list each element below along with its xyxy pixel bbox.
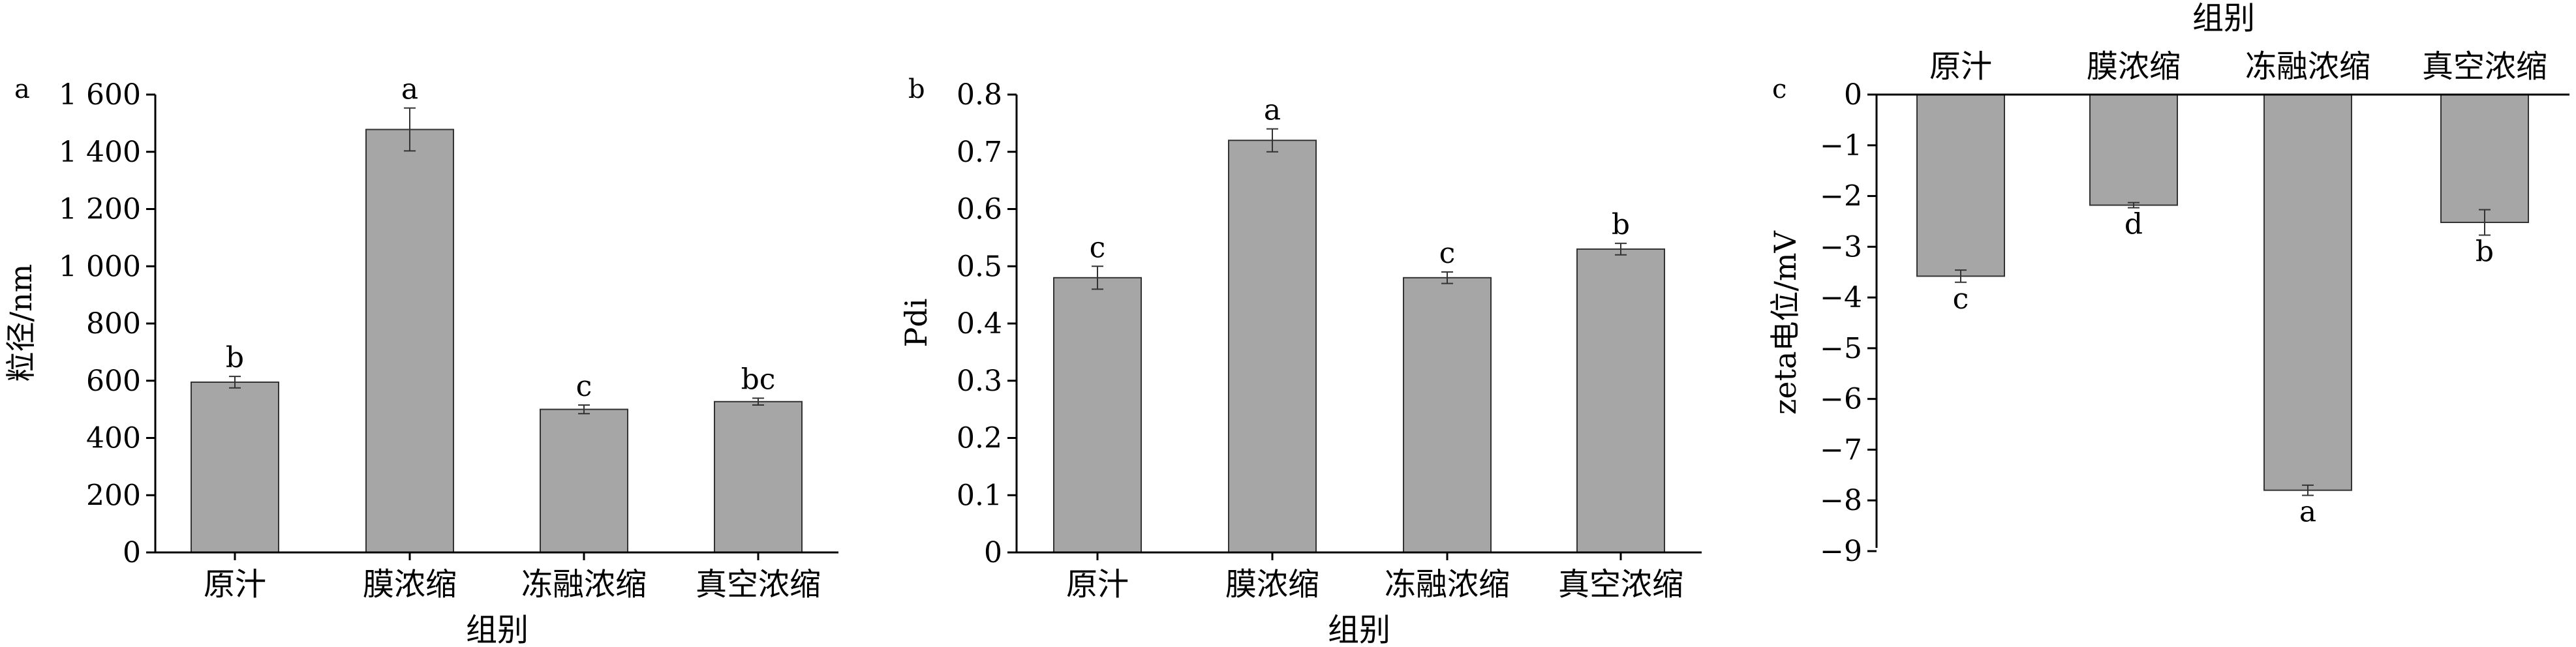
panel-b-y-tick-label: 0.6 (957, 193, 1002, 226)
chart-panel-c: c 0 −1 −2 −3 −4 −5 −6 −7 −8 −9 c d a b 原汁 膜浓缩 冻融浓缩 真空浓缩… (1768, 0, 2569, 568)
panel-a-y-tick-label: 1 000 (59, 250, 141, 283)
panel-b-y-tick-label: 0.5 (957, 250, 1002, 283)
panel-a-category-label: 冻融浓缩 (521, 566, 647, 603)
panel-a-category-label: 真空浓缩 (696, 566, 821, 603)
panel-b-y-axis-label: Pdi (898, 298, 934, 347)
panel-c-x-axis-ticks: 原汁 膜浓缩 冻融浓缩 真空浓缩 (1929, 48, 2547, 85)
panel-b-significance-letter: c (1439, 237, 1456, 270)
panel-c-bar (2263, 94, 2352, 491)
panel-a-y-tick-label: 200 (86, 479, 141, 512)
panel-b-significance-letter: a (1264, 94, 1281, 127)
panel-b-category-label: 真空浓缩 (1558, 566, 1683, 603)
panel-a-bars: b a c bc (191, 73, 803, 553)
panel-b-y-tick-label: 0.7 (957, 136, 1002, 169)
panel-a-y-tick-label: 400 (86, 422, 141, 455)
chart-panel-b: b 0 0.1 0.2 0.3 0.4 0.5 0.6 0.7 0.8 c a c b 原汁 膜浓缩 冻融… (898, 74, 1702, 647)
panel-b-bar (1403, 277, 1492, 553)
panel-c-y-tick-label: −2 (1820, 180, 1862, 213)
panel-c-y-axis-label: zeta电位/mV (1768, 230, 1803, 414)
panel-b-x-axis-ticks: 原汁 膜浓缩 冻融浓缩 真空浓缩 (1066, 552, 1683, 603)
panel-a-x-axis-label: 组别 (466, 612, 529, 647)
panel-a-significance-letter: b (226, 341, 244, 374)
panel-c-category-label: 真空浓缩 (2422, 48, 2547, 85)
panel-c-y-tick-label: −4 (1820, 281, 1862, 314)
panel-c-significance-letter: c (1953, 282, 1969, 316)
panel-c-letter: c (1772, 74, 1786, 104)
panel-b-y-tick-label: 0.8 (957, 78, 1002, 112)
panel-c-bar (2089, 94, 2178, 206)
panel-b-y-tick-label: 0.3 (957, 365, 1002, 398)
panel-b-y-tick-label: 0 (984, 536, 1002, 569)
panel-a-letter: a (14, 74, 30, 104)
panel-b-y-axis-ticks: 0 0.1 0.2 0.3 0.4 0.5 0.6 0.7 0.8 (957, 78, 1017, 569)
panel-c-significance-letter: b (2476, 235, 2494, 268)
panel-c-y-tick-label: −6 (1820, 383, 1862, 416)
panel-b-x-axis-label: 组别 (1328, 612, 1390, 647)
panel-a-significance-letter: bc (741, 363, 776, 397)
panel-b-significance-letter: b (1612, 208, 1630, 241)
panel-b-bar (1576, 248, 1665, 553)
panel-a-y-tick-label: 1 200 (59, 193, 141, 226)
panel-c-y-tick-label: −5 (1820, 332, 1862, 365)
panel-b-y-tick-label: 0.2 (957, 422, 1002, 455)
panel-b-significance-letter: c (1090, 231, 1106, 264)
panel-b-bar (1228, 140, 1317, 553)
panel-c-y-tick-label: −8 (1820, 484, 1862, 517)
panel-a-y-tick-label: 1 600 (59, 78, 141, 112)
panel-c-y-tick-label: −3 (1820, 230, 1862, 263)
panel-c-y-tick-label: −9 (1820, 535, 1862, 568)
panel-a-y-tick-label: 800 (86, 307, 141, 340)
panel-c-y-tick-label: −7 (1820, 433, 1862, 466)
panel-b-y-tick-label: 0.4 (957, 307, 1002, 340)
panel-b-y-tick-label: 0.1 (957, 479, 1002, 512)
panel-a-y-tick-label: 600 (86, 365, 141, 398)
panel-b-letter: b (908, 74, 925, 104)
panel-c-bar (2440, 94, 2529, 223)
panel-b-bar (1053, 277, 1142, 553)
panel-a-bar (365, 128, 454, 553)
panel-c-category-label: 原汁 (1929, 48, 1992, 85)
panel-a-y-tick-label: 0 (123, 536, 141, 569)
panel-a-y-axis-ticks: 0 200 400 600 800 1 000 1 200 1 400 1 600 (59, 78, 155, 569)
panel-c-y-tick-label: −1 (1820, 129, 1862, 162)
panel-a-category-label: 膜浓缩 (363, 566, 457, 603)
panel-a-significance-letter: c (576, 370, 592, 403)
panel-c-significance-letter: d (2124, 207, 2143, 241)
panel-a-bar (540, 408, 628, 553)
panel-a-y-tick-label: 1 400 (59, 136, 141, 169)
panel-b-category-label: 膜浓缩 (1225, 566, 1319, 603)
panel-c-category-label: 冻融浓缩 (2245, 48, 2370, 85)
panel-a-y-axis-label: 粒径/nm (3, 264, 38, 382)
panel-b-category-label: 冻融浓缩 (1385, 566, 1510, 603)
panel-c-bar (1916, 94, 2005, 277)
panel-c-y-axis-ticks: 0 −1 −2 −3 −4 −5 −6 −7 −8 −9 (1820, 78, 1877, 568)
panel-a-x-axis-ticks: 原汁 膜浓缩 冻融浓缩 真空浓缩 (204, 552, 821, 603)
panel-c-x-axis-label: 组别 (2192, 0, 2255, 37)
panel-c-bars: c d a b (1916, 94, 2529, 528)
panel-c-category-label: 膜浓缩 (2087, 48, 2181, 85)
panel-a-bar (191, 381, 279, 553)
panel-c-y-tick-label: 0 (1844, 78, 1862, 112)
panel-b-category-label: 原汁 (1066, 566, 1129, 603)
panel-a-bar (714, 400, 803, 553)
panel-a-significance-letter: a (401, 73, 418, 106)
panel-b-bars: c a c b (1053, 94, 1665, 553)
panel-a-category-label: 原汁 (204, 566, 266, 603)
panel-c-significance-letter: a (2299, 495, 2316, 528)
